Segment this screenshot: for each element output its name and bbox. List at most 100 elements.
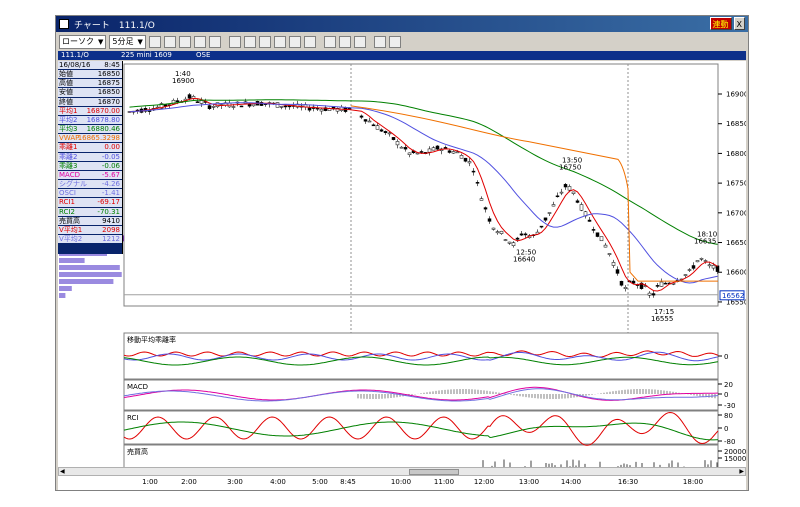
candle-body [595, 232, 600, 237]
sync-button[interactable]: 連動 [709, 17, 732, 30]
candle-body [259, 102, 264, 106]
time-tick-label: 13:00 [518, 478, 540, 486]
info-key: 始値 [59, 70, 73, 79]
macd-tick-label: 20 [724, 381, 733, 389]
price-tick-label: 16700 [726, 209, 746, 217]
candle-body [639, 282, 644, 289]
time-tick-label: 11:00 [433, 478, 455, 486]
candle-body [611, 262, 616, 266]
candle-body [475, 182, 480, 184]
interval-select[interactable]: 5分足 ▼ [109, 34, 146, 49]
candle-body [403, 147, 408, 150]
info-key: シグナル [59, 180, 87, 189]
info-key: VWAP [59, 134, 80, 143]
search-tool-icon[interactable] [373, 35, 386, 48]
candle-body [695, 260, 700, 263]
info-row: 始値 16850 [58, 70, 122, 80]
trend-tool-icon[interactable] [228, 35, 241, 48]
info-key: 乖離2 [59, 152, 78, 161]
info-value: -0.06 [101, 161, 120, 170]
candle-body [711, 265, 716, 269]
candle-body [631, 280, 636, 284]
line-tool-icon[interactable] [163, 35, 176, 48]
time-tick-label: 2:00 [181, 478, 197, 486]
candle-body [399, 146, 404, 149]
candle-body [275, 102, 280, 108]
deviation-label: 移動平均乖離率 [127, 335, 176, 344]
market-name: OSE [196, 51, 211, 59]
candle-tool-icon[interactable] [148, 35, 161, 48]
grid-tool-icon[interactable] [208, 35, 221, 48]
current-price-label: 16562 [722, 292, 744, 300]
compare-tool-icon[interactable] [303, 35, 316, 48]
pen-tool-icon[interactable] [323, 35, 336, 48]
info-row: 乖離2 -0.05 [58, 152, 122, 162]
scroll-left-icon[interactable]: ◀ [60, 468, 65, 475]
ma1-line [129, 97, 718, 292]
info-key: RCI2 [59, 207, 75, 216]
rci-tick-label: 0 [724, 425, 728, 433]
info-value: 16875 [97, 79, 120, 88]
info-value: 16865.3298 [77, 134, 120, 143]
candle-body [199, 100, 204, 104]
candle-body [587, 219, 592, 222]
info-value: 16870 [97, 97, 120, 106]
candle-body [591, 229, 596, 231]
info-value: 0.00 [104, 143, 120, 152]
candle-body [575, 200, 580, 203]
zoom-tool-icon[interactable] [273, 35, 286, 48]
point-tool-icon[interactable] [193, 35, 206, 48]
candle-body [671, 283, 676, 285]
ma3-line [129, 99, 718, 245]
bar-tool-icon[interactable] [178, 35, 191, 48]
info-value: -70.31 [97, 207, 120, 216]
chart-area[interactable]: 16900 16850 16800 16750 16700 16650 16600 16550… [58, 61, 748, 483]
candle-body [503, 239, 508, 241]
profile-bar [59, 286, 72, 291]
info-key: 平均1 [59, 106, 78, 115]
close-button[interactable]: X [733, 17, 745, 30]
candle-body [651, 293, 656, 296]
candle-body [251, 103, 256, 107]
candle-body [359, 115, 364, 118]
scroll-thumb[interactable] [409, 469, 459, 475]
print-tool-icon[interactable] [353, 35, 366, 48]
volume-label: 売買高 [127, 447, 148, 456]
settings-tool-icon[interactable] [288, 35, 301, 48]
candle-body [495, 231, 500, 234]
candle-body [231, 106, 236, 108]
candle-body [491, 227, 496, 230]
chart-type-select[interactable]: ローソク ▼ [59, 34, 107, 49]
info-key: 乖離3 [59, 161, 78, 170]
candle-body [383, 131, 388, 134]
time-tick-label: 14:00 [560, 478, 582, 486]
chart-canvas[interactable]: 16900 16850 16800 16750 16700 16650 16600 16550… [58, 61, 748, 483]
macd-label: MACD [127, 383, 148, 391]
macd-tick-label: -30 [724, 402, 735, 410]
info-row: 平均3 16880.46 [58, 125, 122, 135]
title-bar[interactable]: チャート 111.1/O 連動 X [56, 16, 748, 32]
symbol-name: 225 mini 1609 [121, 51, 172, 59]
candle-body [479, 198, 484, 201]
candle-body [391, 137, 396, 140]
cursor-tool-icon[interactable] [258, 35, 271, 48]
info-row: 16/08/16 8:45 [58, 61, 122, 71]
info-key: 乖離1 [59, 143, 78, 152]
horizontal-scrollbar[interactable]: ◀ ▶ [58, 467, 746, 476]
candle-body [279, 106, 284, 108]
candle-body [159, 103, 164, 109]
scroll-right-icon[interactable]: ▶ [739, 468, 744, 475]
clear-tool-icon[interactable] [388, 35, 401, 48]
candle-body [683, 274, 688, 276]
copy-tool-icon[interactable] [338, 35, 351, 48]
candle-body [563, 184, 568, 188]
info-row: V平均1 2098 [58, 225, 122, 235]
candle-body [287, 105, 292, 108]
candle-body [407, 152, 412, 155]
candle-body [375, 125, 380, 130]
info-row: VWAP 16865.3298 [58, 134, 122, 144]
info-value: 16850 [97, 70, 120, 79]
info-row: 乖離3 -0.06 [58, 161, 122, 171]
candle-body [547, 212, 552, 214]
crosshair-tool-icon[interactable] [243, 35, 256, 48]
